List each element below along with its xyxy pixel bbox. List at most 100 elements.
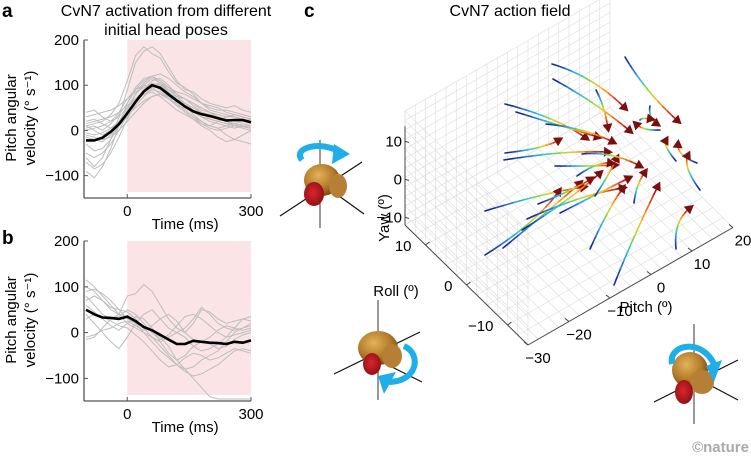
panel-c-title: CvN7 action field xyxy=(450,3,571,20)
trajectory-arrowhead xyxy=(632,120,643,131)
wall-grid-line xyxy=(404,2,611,241)
trajectory-segment xyxy=(537,201,545,205)
roll-tick xyxy=(507,321,512,326)
panel-a-title-line1: CvN7 activation from different xyxy=(61,3,272,20)
y-tick-label: 100 xyxy=(54,77,79,94)
panel-label-c: c xyxy=(304,1,315,22)
trajectory-segment xyxy=(528,216,536,224)
trajectory-segment xyxy=(637,218,643,229)
trajectory-segment xyxy=(565,205,574,211)
trajectory-arrowhead xyxy=(616,184,626,195)
trajectory-segment xyxy=(515,227,524,235)
trajectory-arrowhead xyxy=(672,139,683,149)
trajectory-segment xyxy=(516,149,525,153)
stimulus-shaded-region xyxy=(127,241,251,395)
trajectory-segment xyxy=(577,199,586,205)
x-tick-label: 300 xyxy=(238,406,263,423)
trajectory-segment xyxy=(589,241,594,250)
eye-shape xyxy=(363,353,381,375)
trajectory-segment xyxy=(569,127,578,130)
trial-line xyxy=(85,84,252,143)
trial-line xyxy=(85,313,252,343)
trajectory-segment xyxy=(559,209,568,214)
mean-line xyxy=(86,83,252,142)
trajectory-segment xyxy=(576,186,585,193)
trajectory-segment xyxy=(528,110,538,115)
floor-grid-line xyxy=(497,197,703,316)
floor-grid-line xyxy=(445,147,652,266)
trajectory-arrowhead xyxy=(573,179,584,190)
trajectory-segment xyxy=(601,188,609,193)
trajectory-segment xyxy=(571,202,580,208)
trajectory-segment xyxy=(567,127,576,131)
trajectory-segment xyxy=(513,156,525,160)
trajectory-arrowhead xyxy=(618,101,629,112)
y-axis-label: velocity (° s⁻¹) xyxy=(22,71,39,166)
trajectory-arrowhead xyxy=(659,135,669,146)
trajectory-segment xyxy=(629,160,637,165)
trajectory-segment xyxy=(603,212,609,220)
trajectory-arrowhead xyxy=(585,176,596,186)
trajectory-segment xyxy=(551,63,560,67)
trajectory-segment xyxy=(566,86,575,92)
trajectory-segment xyxy=(613,276,619,286)
trajectory-segment xyxy=(559,82,568,88)
wall-grid-line xyxy=(404,0,600,232)
yaw-tick-label: 0 xyxy=(394,171,402,188)
arrowhead-icon xyxy=(332,144,350,164)
trial-line xyxy=(85,46,252,127)
trajectory-segment xyxy=(528,219,539,226)
trajectory-segment xyxy=(522,196,534,201)
y-axis-label: velocity (° s⁻¹) xyxy=(22,273,39,368)
y-tick-label: 200 xyxy=(54,32,79,49)
pitch-rotation-arrow-icon xyxy=(668,343,717,366)
trajectory-segment xyxy=(504,151,513,154)
trajectory-segment xyxy=(550,118,559,123)
trajectory-segment xyxy=(520,107,531,112)
trajectory-segment xyxy=(539,192,550,197)
panel-a-plot: −100 0 100 200 0 300 Time (ms) Pitch angular vel… xyxy=(3,32,264,233)
trajectory-segment xyxy=(597,134,605,139)
yaw-tick xyxy=(404,178,410,181)
trajectory-segment xyxy=(631,68,638,76)
trajectory-segment xyxy=(635,73,642,81)
pitch-tick-label: 10 xyxy=(694,256,711,273)
trajectory-segment xyxy=(611,198,617,205)
trajectory-segment xyxy=(579,94,588,100)
trajectory-segment xyxy=(539,118,549,123)
trajectory-segment xyxy=(570,190,579,198)
trajectory-segment xyxy=(551,123,560,127)
trajectory-segment xyxy=(563,188,572,192)
trajectory-arrowhead xyxy=(634,159,645,169)
pitch-tick-label: −20 xyxy=(566,327,591,344)
pitch-tick-label: −10 xyxy=(607,303,632,320)
mean-line xyxy=(85,308,252,346)
trajectory-segment xyxy=(612,182,620,187)
y-tick-label: 200 xyxy=(54,233,79,250)
trajectory-segment xyxy=(522,148,530,152)
panel-c-3d-plot: −30 −20 −10 0 10 20 −10 0 10 −10 0 10 xyxy=(377,0,751,367)
floor-grid-line xyxy=(486,187,693,306)
trajectory-segment xyxy=(583,196,592,202)
trajectory-segment xyxy=(605,153,613,157)
trajectory-segment xyxy=(484,248,495,256)
trajectory-segment xyxy=(557,65,567,70)
trajectory-segment xyxy=(592,235,597,244)
pitch-tick-label: −30 xyxy=(525,350,550,367)
trajectory-segment xyxy=(553,194,561,199)
trajectory-segment xyxy=(620,157,627,161)
roll-axis-label: Roll (º) xyxy=(373,283,418,300)
trajectory-segment xyxy=(564,125,572,129)
trajectory-segment xyxy=(626,243,632,254)
trajectory-segment xyxy=(583,76,592,82)
pitch-tick-label: 0 xyxy=(657,280,665,297)
trajectory-segment xyxy=(552,203,563,209)
roll-tick-label: 10 xyxy=(395,238,412,255)
trajectory-segment xyxy=(539,206,547,214)
trajectory-segment xyxy=(610,154,618,158)
trajectory-segment xyxy=(512,105,523,110)
eye-shape xyxy=(304,182,324,206)
trajectory-segment xyxy=(558,195,566,202)
roll-tick xyxy=(425,241,430,246)
